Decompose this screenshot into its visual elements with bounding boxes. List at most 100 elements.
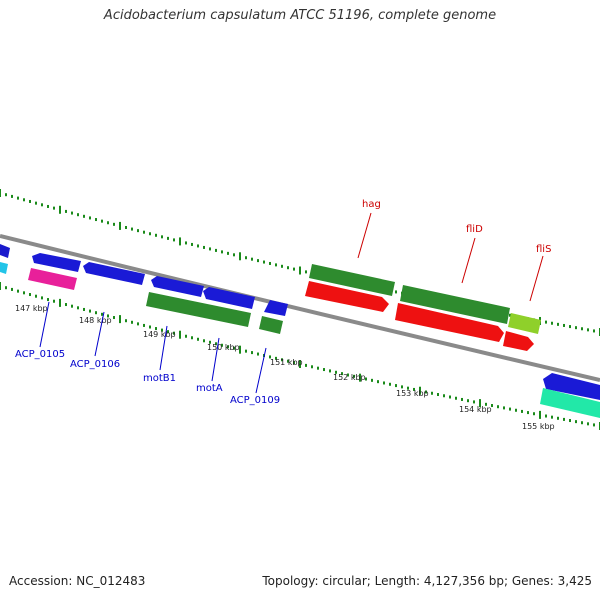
label-motb1[interactable]: motB1 [143,373,176,384]
gene-red-3[interactable] [503,331,534,351]
label-hag[interactable]: hag [362,199,381,210]
gene-blue-3[interactable] [151,276,204,297]
inner-tick [0,282,1,290]
outer-tick [275,263,277,267]
gene-flid[interactable] [400,285,510,324]
label-mota[interactable]: motA [196,383,223,394]
gene-blue-right[interactable] [543,373,600,400]
outer-tick [293,267,295,271]
inner-tick [557,416,559,420]
outer-tick [23,198,25,202]
inner-tick [5,286,7,290]
outer-tick [131,227,133,231]
gene-teal-right[interactable] [540,388,600,418]
inner-tick [473,400,475,404]
outer-tick [215,248,217,252]
outer-tick [593,329,595,333]
outer-tick [239,252,241,261]
outer-tick [575,326,577,330]
inner-tick [383,381,385,385]
outer-tick [17,196,19,200]
outer-tick [47,204,49,208]
inner-tick [143,323,145,327]
gene-red-2[interactable] [395,303,504,342]
inner-tick [269,355,271,359]
inner-tick [443,394,445,398]
inner-tick [29,293,31,297]
inner-tick [47,298,49,302]
inner-tick [59,298,61,307]
label-acp0109[interactable]: ACP_0109 [230,395,280,406]
inner-tick [365,377,367,381]
label-acp0105[interactable]: ACP_0105 [15,349,65,360]
outer-tick [509,313,511,317]
genome-summary-text: Topology: circular; Length: 4,127,356 bp… [262,574,592,588]
kbp-label-153: 153 kbp [396,389,429,398]
inner-tick [461,397,463,401]
outer-tick [395,290,397,294]
inner-tick [521,409,523,413]
gene-cyan-edge[interactable] [0,262,8,274]
outer-tick [29,199,31,203]
inner-tick [509,407,511,411]
inner-tick [317,366,319,370]
inner-tick [221,343,223,347]
inner-tick [323,368,325,372]
inner-tick [497,405,499,409]
kbp-label-148: 148 kbp [79,316,112,325]
inner-tick [131,320,133,324]
gene-acp0106[interactable] [83,262,145,285]
outer-tick [107,221,109,225]
inner-tick [101,312,103,316]
gene-blue-5[interactable] [264,300,288,316]
outer-tick [119,221,121,230]
inner-tick [107,314,109,318]
inner-tick [551,415,553,419]
gene-acp0105[interactable] [28,268,77,290]
kbp-labels: 147 kbp 148 kbp 149 kbp 150 kbp 151 kbp … [15,304,555,431]
outer-tick [545,320,547,324]
outer-tick [197,244,199,248]
gene-blue-1[interactable] [32,253,81,272]
gene-motb1[interactable] [146,292,251,327]
gene-features [0,244,600,418]
inner-tick-track [0,282,600,430]
inner-tick [539,410,541,419]
inner-tick [587,422,589,426]
leader-acp0106 [94,311,105,357]
label-acp0106[interactable]: ACP_0106 [70,359,120,370]
inner-tick [197,337,199,341]
gene-blue-edge[interactable] [0,244,10,258]
leader-lines [39,212,544,394]
gene-hag[interactable] [309,264,395,296]
leader-flid [461,237,476,284]
outer-tick [269,261,271,265]
outer-tick [35,201,37,205]
outer-tick [287,266,289,270]
inner-tick [569,419,571,423]
inner-tick [581,421,583,425]
gene-red-1[interactable] [305,281,389,312]
outer-tick [173,238,175,242]
inner-tick [179,330,181,339]
outer-tick [65,209,67,213]
inner-tick [311,365,313,369]
inner-tick [209,340,211,344]
outer-tick [95,218,97,222]
inner-tick [533,412,535,416]
gene-acp0109[interactable] [259,316,283,334]
inner-tick [17,289,19,293]
inner-tick [167,330,169,334]
inner-tick [479,399,481,408]
gene-blue-4[interactable] [203,287,255,309]
inner-tick [527,411,529,415]
label-flis[interactable]: fliS [536,244,551,255]
inner-tick [215,342,217,346]
label-flid[interactable]: fliD [466,224,483,235]
gene-flis[interactable] [508,313,541,334]
outer-tick [0,189,1,197]
kbp-label-155: 155 kbp [522,422,555,431]
outer-tick [233,253,235,257]
inner-tick [227,345,229,349]
